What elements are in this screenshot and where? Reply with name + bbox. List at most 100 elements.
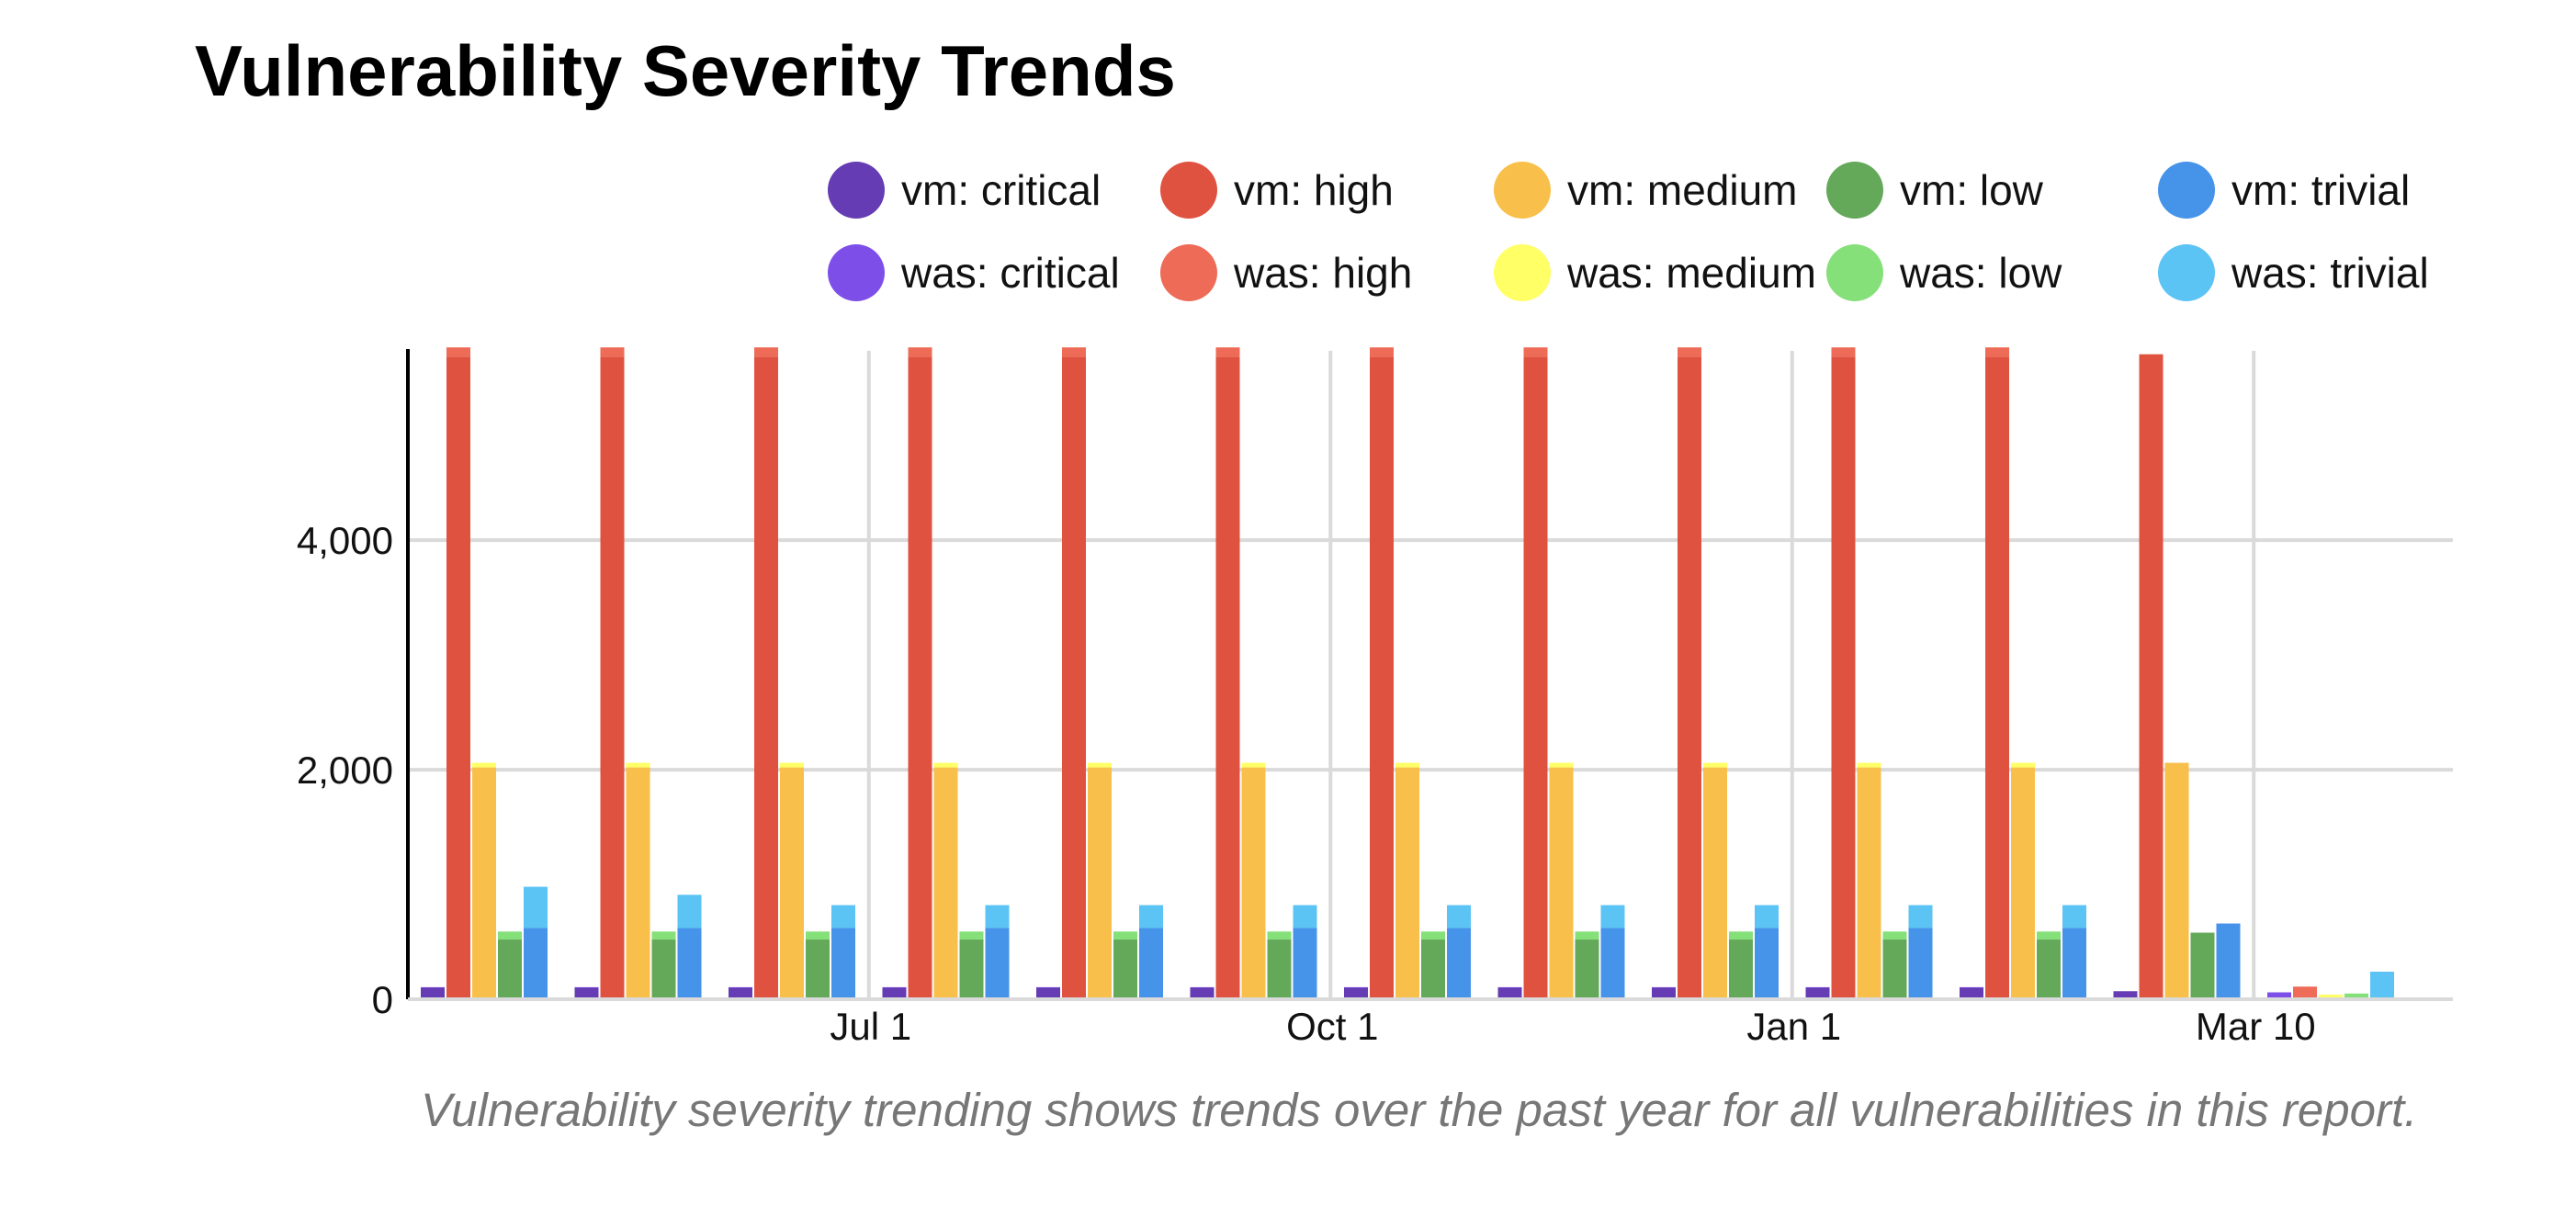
- bar-was-medium: [1241, 762, 1266, 768]
- bar-vm-high: [1831, 356, 1856, 999]
- bar-was-high: [1370, 347, 1394, 357]
- bar-was-critical: [2267, 992, 2291, 999]
- bar-vm-low: [2190, 932, 2215, 999]
- bar-vm-critical: [1652, 987, 1676, 999]
- bar-was-high: [1831, 347, 1856, 357]
- bar-vm-low: [498, 940, 522, 999]
- bar-was-low: [2344, 993, 2368, 999]
- axes: 0 2,000 4,000 Jul 1 Oct 1 Jan 1 Mar 10: [297, 349, 2453, 1048]
- bar-was-high: [1062, 347, 1086, 357]
- y-tick-label: 4,000: [297, 519, 393, 562]
- bar-vm-trivial: [2062, 928, 2086, 999]
- bar-vm-trivial: [1755, 928, 1779, 999]
- bar-was-medium: [626, 762, 650, 768]
- bar-was-critical: [1190, 986, 1215, 988]
- bar-was-trivial: [1908, 905, 1933, 929]
- bars: [421, 347, 2394, 1000]
- bar-was-trivial: [677, 895, 702, 929]
- bar-was-high: [2293, 986, 2317, 999]
- legend-swatch: [828, 162, 885, 219]
- chart-caption: Vulnerability severity trending shows tr…: [421, 1084, 2417, 1136]
- legend-swatch: [2158, 162, 2215, 219]
- bar-vm-medium: [626, 767, 650, 999]
- bar-was-high: [1523, 347, 1548, 357]
- bar-vm-medium: [1088, 767, 1112, 999]
- legend-swatch: [1160, 162, 1217, 219]
- bar-vm-high: [1678, 356, 1701, 999]
- bar-vm-low: [1729, 940, 1753, 999]
- legend-swatch: [1494, 244, 1551, 301]
- bar-was-low: [1882, 931, 1907, 940]
- bar-vm-critical: [729, 987, 752, 999]
- bar-was-critical: [1805, 986, 1830, 988]
- chart-legend: vm: critical was: critical vm: high was: hi…: [828, 162, 2429, 301]
- bar-was-trivial: [1293, 905, 1317, 929]
- bar-was-medium: [2319, 995, 2343, 999]
- bar-vm-trivial: [2216, 923, 2241, 999]
- bar-was-medium: [1395, 762, 1419, 768]
- bar-was-trivial: [524, 886, 548, 929]
- legend-label: was: medium: [1566, 249, 1816, 297]
- bar-was-critical: [1497, 986, 1522, 988]
- legend-label: vm: low: [1900, 166, 2044, 214]
- bar-vm-medium: [1549, 767, 1574, 999]
- bar-vm-high: [908, 356, 932, 999]
- bar-was-low: [651, 931, 676, 940]
- bar-was-trivial: [2062, 905, 2086, 929]
- legend-label: was: low: [1899, 249, 2062, 297]
- bar-was-medium: [1703, 762, 1727, 768]
- bar-vm-low: [806, 940, 830, 999]
- bar-vm-medium: [1241, 767, 1266, 999]
- bar-vm-medium: [1395, 767, 1419, 999]
- bar-vm-critical: [1805, 987, 1830, 999]
- x-tick-label: Jul 1: [830, 1005, 911, 1048]
- legend-swatch: [1494, 162, 1551, 219]
- bar-vm-critical: [1190, 987, 1215, 999]
- bar-was-medium: [1549, 762, 1574, 768]
- bar-was-high: [1215, 347, 1240, 357]
- bar-vm-critical: [882, 987, 907, 999]
- x-tick-label: Jan 1: [1746, 1005, 1841, 1048]
- bar-was-low: [2037, 931, 2061, 940]
- bar-was-medium: [1088, 762, 1112, 768]
- bar-was-high: [1678, 347, 1701, 357]
- x-tick-label: Mar 10: [2196, 1005, 2316, 1048]
- bar-vm-medium: [933, 767, 958, 999]
- bar-vm-high: [2139, 354, 2164, 1000]
- y-tick-label: 0: [372, 978, 393, 1021]
- bar-vm-medium: [2011, 767, 2035, 999]
- bar-vm-critical: [1344, 987, 1368, 999]
- bar-vm-critical: [2113, 991, 2138, 999]
- bar-vm-high: [1370, 356, 1394, 999]
- bar-was-low: [1267, 931, 1292, 940]
- legend-label: vm: trivial: [2231, 166, 2410, 214]
- bar-was-high: [1985, 347, 2009, 357]
- bar-vm-trivial: [1447, 928, 1471, 999]
- bar-was-critical: [1652, 986, 1676, 988]
- bar-was-low: [806, 931, 830, 940]
- bar-was-low: [959, 931, 984, 940]
- bar-vm-trivial: [1600, 928, 1625, 999]
- bar-vm-trivial: [831, 928, 855, 999]
- legend-label: was: high: [1233, 249, 1412, 297]
- legend-swatch: [2158, 244, 2215, 301]
- bar-vm-medium: [1703, 767, 1727, 999]
- bar-vm-trivial: [1908, 928, 1933, 999]
- bar-vm-low: [1267, 940, 1292, 999]
- bar-vm-high: [754, 356, 778, 999]
- bar-vm-critical: [1036, 987, 1060, 999]
- bar-vm-trivial: [677, 928, 702, 999]
- bar-was-trivial: [1139, 905, 1163, 929]
- bar-was-high: [754, 347, 778, 357]
- legend-label: vm: high: [1234, 166, 1394, 214]
- y-tick-label: 2,000: [297, 749, 393, 792]
- chart-title: Vulnerability Severity Trends: [195, 30, 1176, 111]
- bar-vm-trivial: [1139, 928, 1163, 999]
- bar-vm-high: [1215, 356, 1240, 999]
- bar-was-low: [1575, 931, 1599, 940]
- bar-was-low: [1113, 931, 1137, 940]
- bar-was-medium: [933, 762, 958, 768]
- bar-was-trivial: [1447, 905, 1471, 929]
- bar-was-high: [446, 347, 470, 357]
- bar-was-critical: [574, 986, 599, 988]
